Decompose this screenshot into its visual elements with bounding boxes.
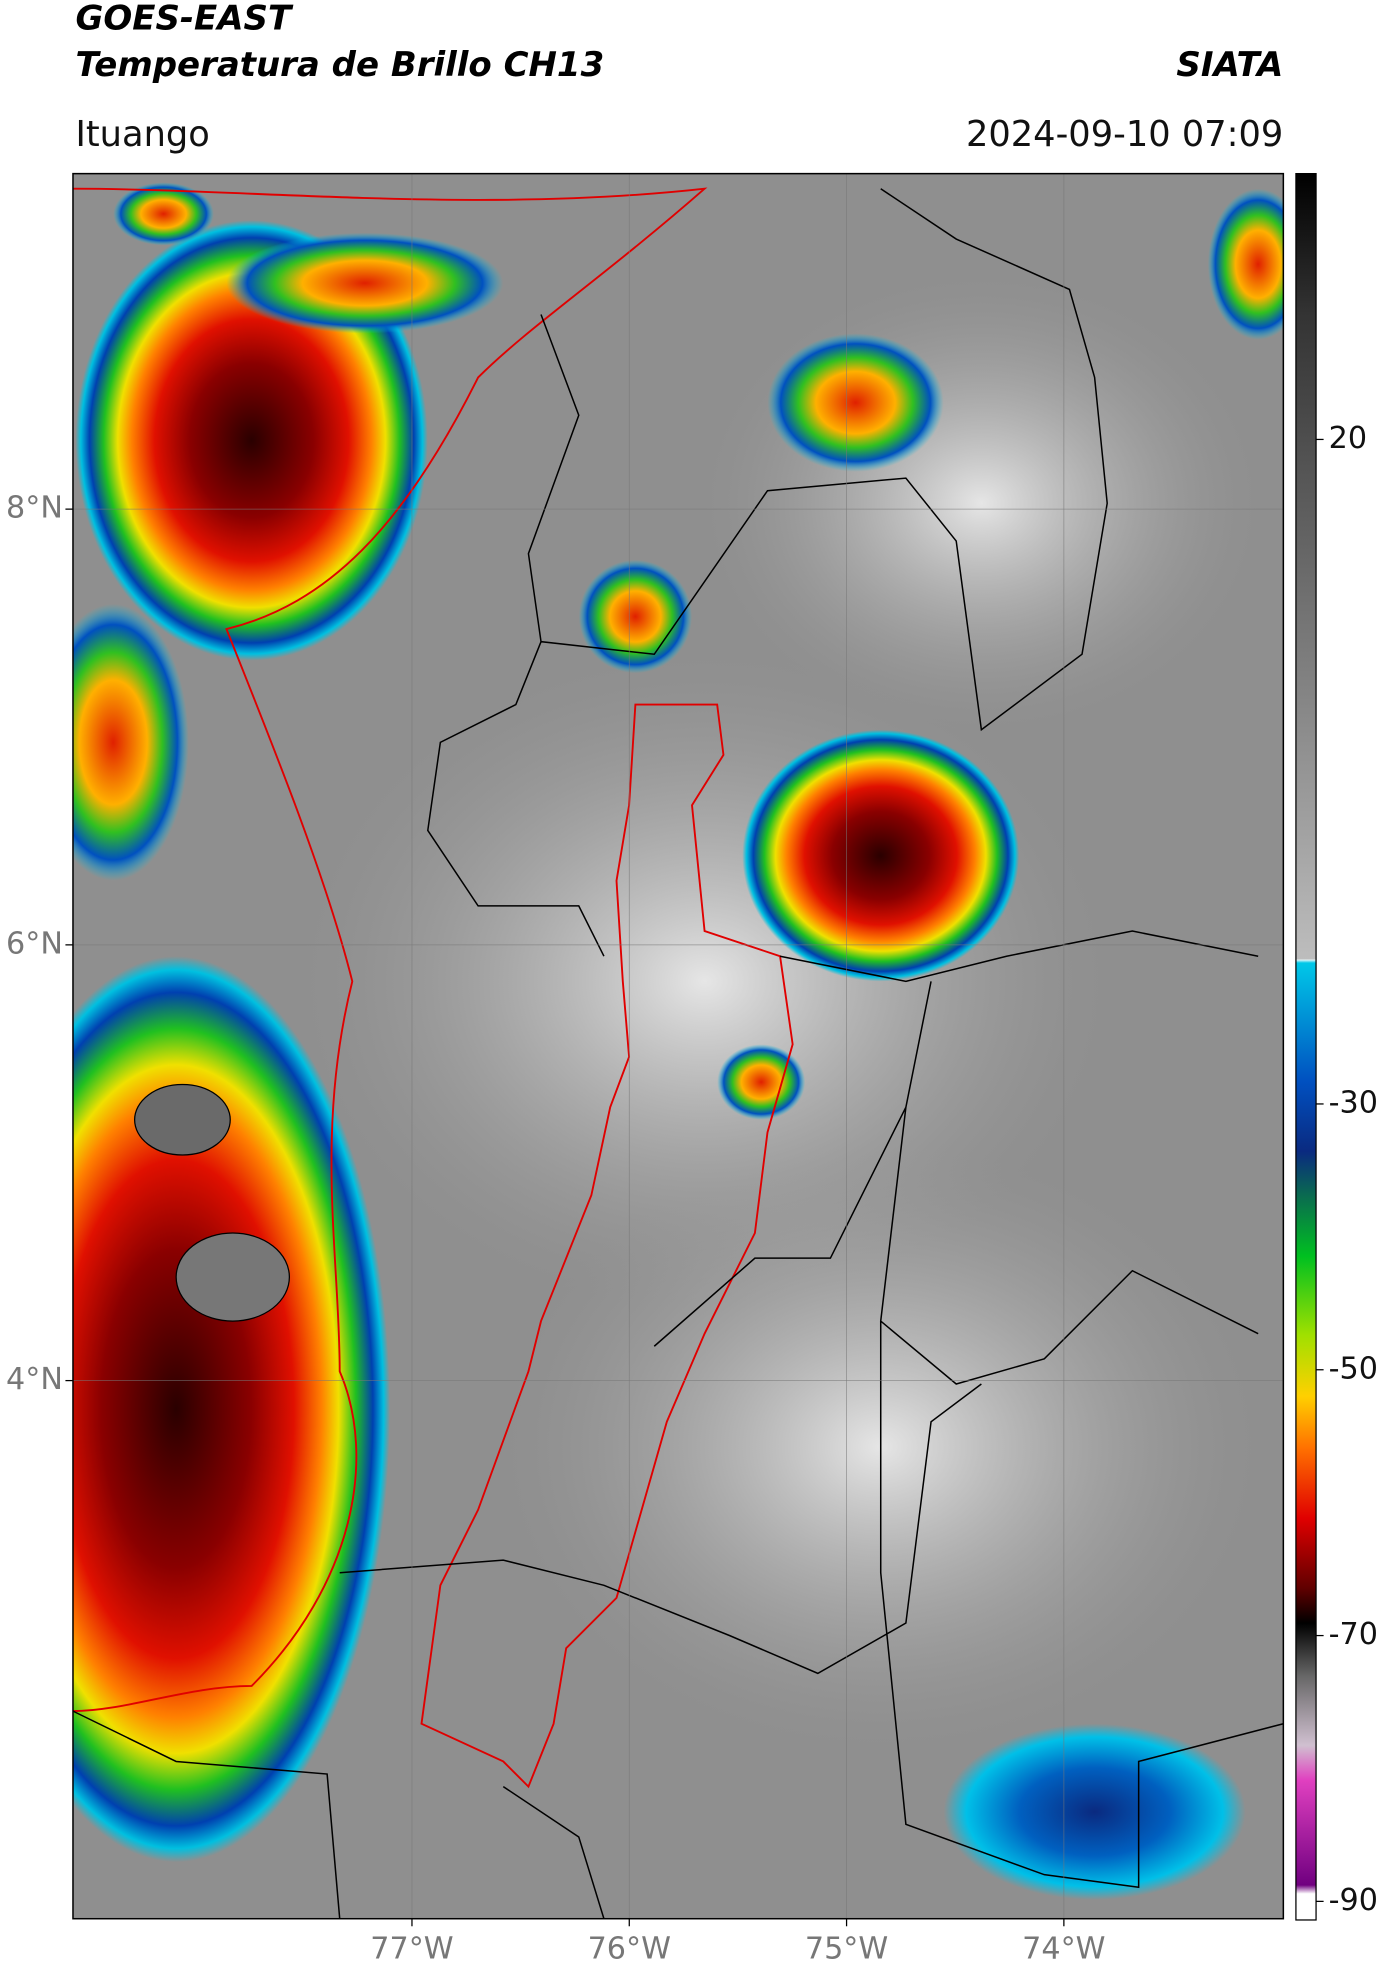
x-tick-label: 75°W bbox=[805, 1932, 888, 1967]
cloud bbox=[72, 956, 390, 1862]
cloud bbox=[717, 1044, 806, 1120]
subtitle: Temperatura de Brillo CH13 bbox=[75, 45, 604, 85]
cloud bbox=[1207, 188, 1284, 340]
cloud bbox=[113, 182, 214, 246]
grid bbox=[72, 173, 1284, 1919]
y-tick-label: 8°N bbox=[6, 491, 63, 526]
cloud-top bbox=[133, 1083, 231, 1156]
haze bbox=[704, 276, 1259, 730]
cloud bbox=[226, 232, 504, 334]
cloud bbox=[72, 603, 189, 881]
cloud bbox=[578, 559, 692, 674]
x-tick-label: 74°W bbox=[1022, 1932, 1105, 1967]
colorbar-tick-label: -50 bbox=[1329, 1351, 1378, 1386]
colorbar-tick-label: 20 bbox=[1329, 421, 1367, 456]
location: Ituango bbox=[75, 114, 209, 155]
cloud-top bbox=[175, 1232, 291, 1322]
agency: SIATA bbox=[1176, 45, 1283, 85]
coastline bbox=[72, 187, 708, 1713]
cloud bbox=[742, 729, 1020, 982]
map-imagery bbox=[72, 173, 1284, 1919]
title: GOES-EAST bbox=[75, 0, 293, 39]
colorbar-tick-label: -30 bbox=[1329, 1085, 1378, 1120]
x-tick-label: 76°W bbox=[588, 1932, 671, 1967]
admin-boundaries bbox=[72, 188, 1284, 1919]
colorbar bbox=[1295, 172, 1317, 1921]
y-tick-label: 4°N bbox=[6, 1362, 63, 1397]
basin bbox=[420, 703, 794, 1789]
cloud bbox=[943, 1723, 1246, 1900]
cloud bbox=[767, 333, 944, 472]
y-tick-label: 6°N bbox=[6, 926, 63, 961]
colorbar-tick-label: -90 bbox=[1329, 1883, 1378, 1918]
x-tick-label: 77°W bbox=[370, 1932, 453, 1967]
colorbar-tick-label: -70 bbox=[1329, 1617, 1378, 1652]
datetime: 2024-09-10 07:09 bbox=[966, 114, 1283, 155]
map-frame bbox=[72, 172, 1285, 1920]
